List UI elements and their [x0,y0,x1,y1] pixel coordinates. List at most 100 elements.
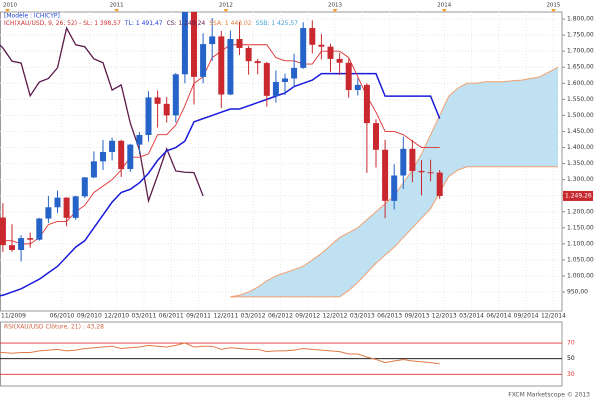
year-marker [114,9,120,13]
y-tick-label: 1.750,00 [567,32,594,39]
candle-body [272,82,279,96]
year-label: 2013 [328,3,342,9]
candle-body [409,148,416,171]
legend-entry: ICH(XAU/USD, 9, 26, 52) - SL: 1 398,57 [4,20,121,27]
rsi-tick-label: 30 [567,371,575,378]
candle-body [318,44,325,47]
year-label: 2012 [219,3,233,9]
x-tick-label: 12/2014 [541,313,566,320]
y-tick-label: 1.350,00 [567,160,594,167]
candle-body [63,197,70,218]
y-tick-label: 1.400,00 [567,144,594,151]
candle-body [118,140,125,170]
legend-entry: TL: 1 491,47 [124,20,163,27]
year-marker [550,9,556,13]
candle-body [209,36,216,45]
candle-body [172,74,179,116]
year-label: 2014 [437,3,451,9]
x-tick-label: 03/2011 [131,313,156,320]
candle-body [136,135,143,145]
x-tick-label: 06/2012 [268,313,293,320]
candle-body [400,148,407,176]
candle-body [45,207,52,219]
kijun-line [0,72,441,297]
y-tick-label: 1.050,00 [567,256,594,263]
candle-body [309,28,316,45]
x-tick-label: 12/2013 [432,313,457,320]
candle-body [418,170,425,173]
footer: FXCM Marketscope © 2013 [508,392,590,399]
candle-body [336,58,343,63]
x-tick-label: 06/2010 [50,313,75,320]
candle-body [354,84,361,91]
legend-entry: CS: 1 249,24 [167,20,206,27]
candle-body [181,12,188,75]
rsi-plot [0,342,562,375]
candle-body [81,177,88,197]
candle-body [9,245,15,250]
candle-body [36,218,43,240]
legend: ICH(XAU/USD, 9, 26, 52) - SL: 1 398,57 TL… [4,20,298,27]
x-tick-label: 03/2012 [241,313,266,320]
candle-body [145,97,152,136]
candle-body [245,47,252,62]
year-marker [223,9,229,13]
x-tick-label: 12/2012 [323,313,348,320]
rsi-tick-label: 70 [567,340,575,347]
candle-body [227,38,234,95]
candle-body [18,238,25,250]
candle-body [163,103,170,116]
x-tick-label: 09/2010 [77,313,102,320]
year-label: 2011 [110,3,124,9]
last-price-box [563,190,593,201]
candle-body [54,197,61,208]
chikou-line [0,26,204,204]
candle-body [427,172,434,174]
candle-body [282,78,288,83]
y-tick-label: 1.100,00 [567,240,594,247]
y-tick-label: 1.500,00 [567,112,594,119]
candle-body [27,238,34,240]
candle-body [218,36,225,95]
x-tick-label: 06/2013 [377,313,402,320]
x-tick-label: 12/2010 [104,313,129,320]
candle-body [263,63,270,96]
candle-body [236,38,243,48]
candle-body [191,12,197,77]
x-tick-label: 06/2011 [159,313,184,320]
candle-body [0,217,6,246]
y-tick-label: 1.550,00 [567,96,594,103]
legend-entry: SSB: 1 425,57 [256,20,299,27]
y-tick-label: 1.650,00 [567,64,594,71]
x-tick-label: 12/2011 [213,313,238,320]
y-tick-label: 1.600,00 [567,80,594,87]
y-tick-label: 1.200,00 [567,208,594,215]
candle-body [154,97,161,104]
cloud-edge [230,166,558,298]
model-label: [Modèle : ICHICYP] [4,13,60,20]
year-marker [4,9,10,13]
x-tick-label: 06/2014 [486,313,511,320]
candle-body [72,196,79,218]
rsi-pane [0,321,563,387]
y-tick-label: 1.450,00 [567,128,594,135]
candle-body [436,172,443,196]
y-tick-label: 950,00 [567,289,588,296]
last-price-label: 1.249,26 [565,192,592,199]
candle-body [382,149,389,201]
candle-body [109,140,116,153]
candle-body [391,175,398,201]
year-label: 2015 [546,3,560,9]
candle-body [300,28,307,68]
x-tick-label: 11/2009 [1,313,26,320]
y-tick-label: 1.700,00 [567,48,594,55]
main-plot [0,12,562,311]
rsi-line [0,342,440,365]
candle-body [363,84,370,124]
year-marker [441,9,447,13]
x-tick-label: 09/2012 [295,313,320,320]
candle-body [90,161,97,178]
candle-body [291,67,298,79]
